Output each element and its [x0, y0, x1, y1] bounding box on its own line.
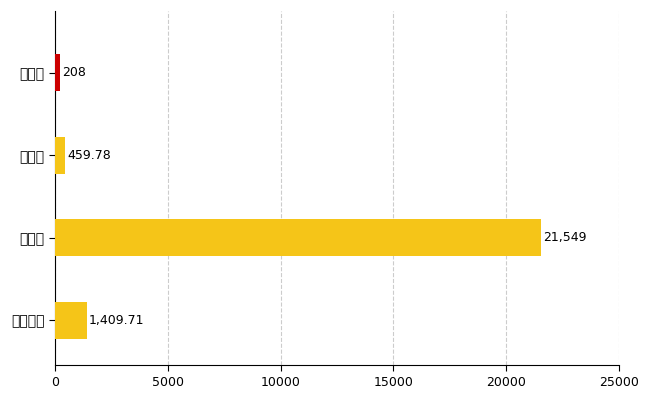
- Text: 1,409.71: 1,409.71: [89, 314, 144, 327]
- Text: 208: 208: [62, 66, 86, 80]
- Bar: [55, 302, 87, 339]
- Text: 459.78: 459.78: [68, 149, 111, 162]
- Bar: [55, 137, 66, 174]
- Bar: [55, 219, 541, 256]
- Text: 21,549: 21,549: [543, 231, 587, 244]
- Bar: [55, 54, 60, 92]
